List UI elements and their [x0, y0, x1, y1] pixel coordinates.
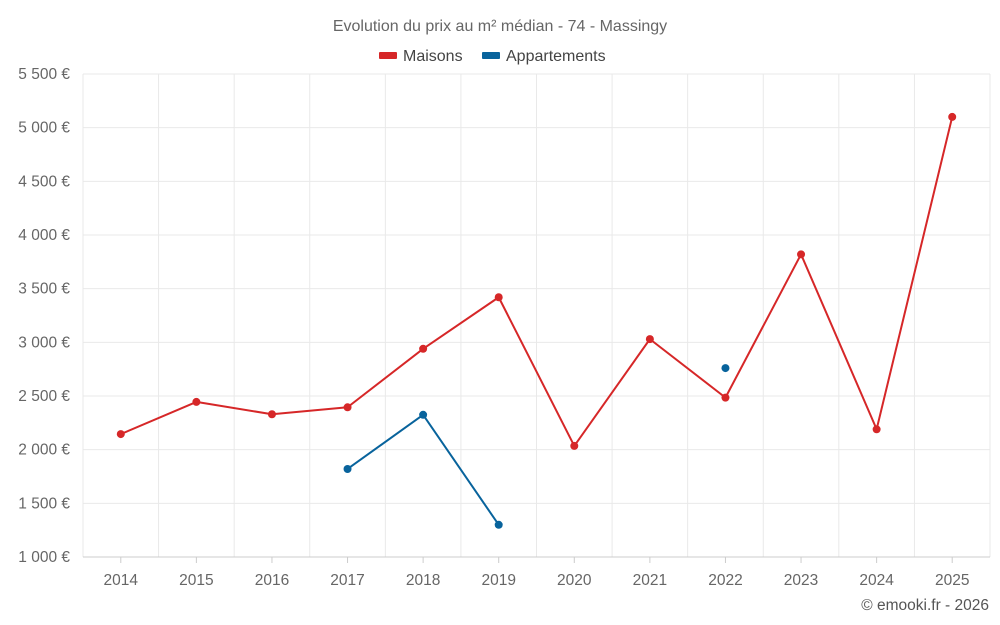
- x-tick-label: 2020: [557, 572, 592, 589]
- data-point-maisons[interactable]: [419, 344, 428, 353]
- y-tick-label: 2 000 €: [18, 442, 70, 459]
- y-tick-label: 2 500 €: [18, 388, 70, 405]
- x-tick-label: 2021: [633, 572, 667, 589]
- x-tick-label: 2018: [406, 572, 440, 589]
- data-point-maisons[interactable]: [343, 403, 352, 412]
- chart-title: Evolution du prix au m² médian - 74 - Ma…: [333, 18, 667, 35]
- y-tick-label: 3 000 €: [18, 334, 70, 351]
- data-point-maisons[interactable]: [645, 335, 654, 344]
- y-tick-label: 1 500 €: [18, 495, 70, 512]
- y-tick-label: 1 000 €: [18, 549, 70, 566]
- y-tick-label: 5 500 €: [18, 66, 70, 83]
- y-tick-label: 5 000 €: [18, 120, 70, 137]
- series-appartements: [343, 364, 730, 529]
- data-point-maisons[interactable]: [948, 112, 957, 121]
- plot-area: [116, 112, 957, 529]
- x-tick-label: 2017: [330, 572, 364, 589]
- data-point-maisons[interactable]: [797, 250, 806, 259]
- grid: [82, 73, 991, 557]
- y-tick-label: 3 500 €: [18, 281, 70, 298]
- series-line-appartements: [346, 413, 500, 526]
- data-point-appartements[interactable]: [419, 410, 428, 419]
- data-point-appartements[interactable]: [721, 364, 730, 373]
- series-line-maisons: [120, 116, 954, 447]
- data-point-maisons[interactable]: [267, 410, 276, 419]
- x-tick-label: 2025: [935, 572, 969, 589]
- x-axis: 2014 2015 2016 2017 2018 2019 2020 2021 2022 2023…: [83, 556, 990, 589]
- legend-swatch-appartements: [482, 52, 500, 59]
- data-point-maisons[interactable]: [494, 293, 503, 302]
- legend: Maisons Appartements: [379, 48, 606, 65]
- data-point-maisons[interactable]: [116, 430, 125, 439]
- data-point-appartements[interactable]: [343, 464, 352, 473]
- y-tick-label: 4 500 €: [18, 173, 70, 190]
- x-tick-label: 2024: [859, 572, 894, 589]
- legend-label-maisons: Maisons: [403, 48, 463, 65]
- legend-item-appartements[interactable]: Appartements: [482, 48, 606, 65]
- data-point-appartements[interactable]: [494, 520, 503, 529]
- credit-text: © emooki.fr - 2026: [861, 597, 989, 614]
- x-tick-label: 2023: [784, 572, 818, 589]
- x-tick-label: 2015: [179, 572, 213, 589]
- y-tick-label: 4 000 €: [18, 227, 70, 244]
- data-point-maisons[interactable]: [721, 393, 730, 402]
- data-point-maisons[interactable]: [872, 425, 881, 434]
- data-point-maisons[interactable]: [570, 441, 579, 450]
- legend-label-appartements: Appartements: [506, 48, 606, 65]
- x-tick-label: 2019: [481, 572, 515, 589]
- legend-item-maisons[interactable]: Maisons: [379, 48, 463, 65]
- legend-swatch-maisons: [379, 52, 397, 59]
- x-tick-label: 2022: [708, 572, 742, 589]
- x-tick-label: 2016: [255, 572, 289, 589]
- y-axis: 1 000 € 1 500 € 2 000 € 2 500 € 3 000 € 3 500…: [18, 66, 70, 566]
- x-tick-label: 2014: [104, 572, 139, 589]
- data-point-maisons[interactable]: [192, 397, 201, 406]
- series-maisons: [116, 112, 957, 450]
